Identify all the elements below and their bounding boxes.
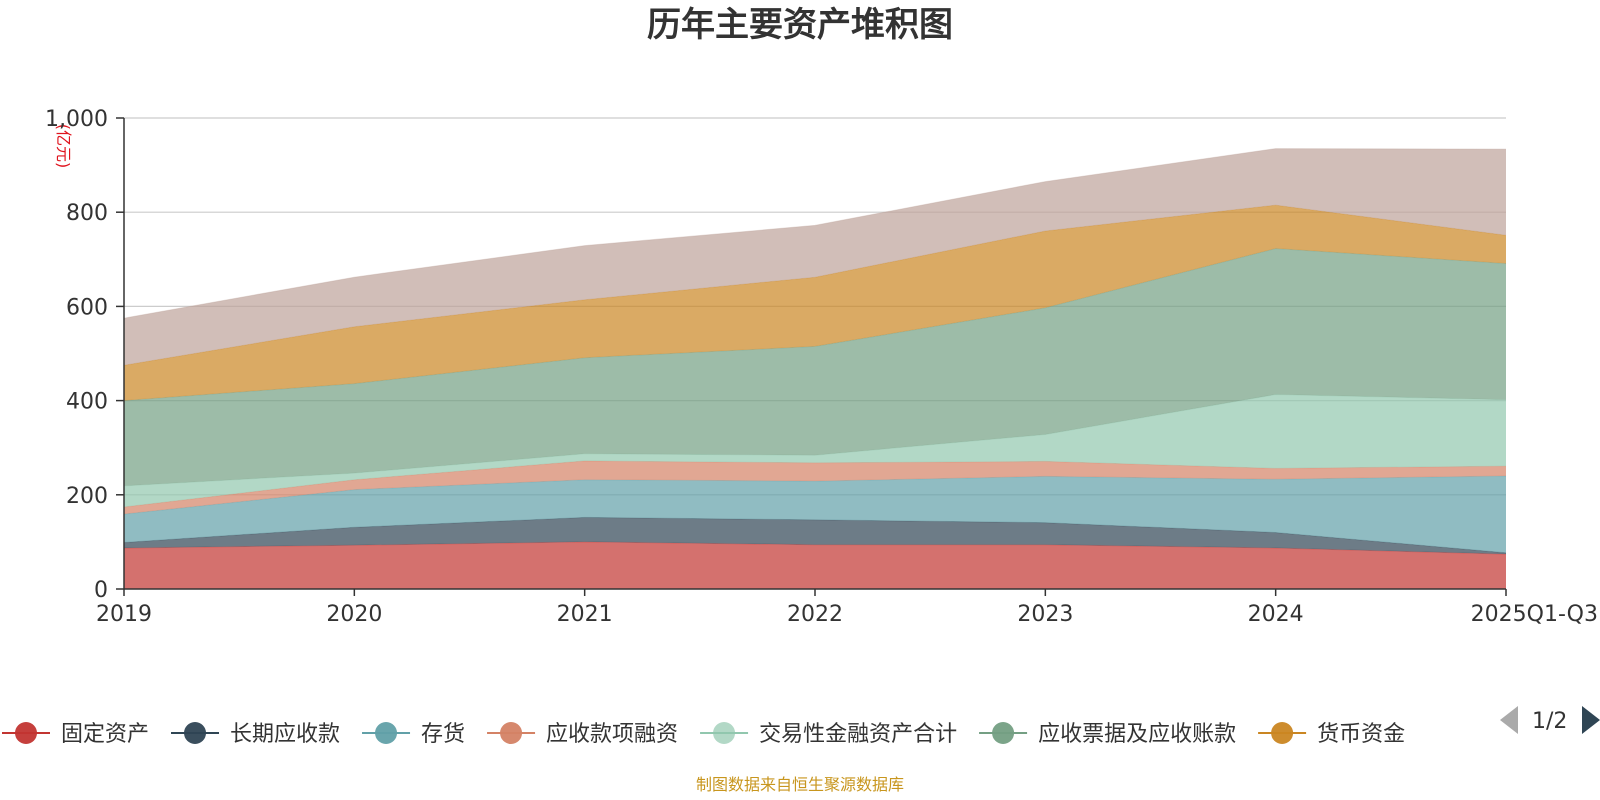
x-tick-label: 2024	[1248, 602, 1304, 627]
area-series-0	[124, 541, 1506, 589]
legend-label: 应收票据及应收账款	[1038, 722, 1236, 747]
x-tick-label: 2022	[787, 602, 843, 627]
legend-item-6[interactable]: 货币资金	[1258, 722, 1405, 747]
area-series-1	[124, 517, 1506, 555]
x-tick-label: 2021	[557, 602, 613, 627]
x-tick-label: 2020	[326, 602, 382, 627]
y-tick-label: 1,000	[45, 107, 108, 132]
legend-label: 应收款项融资	[546, 722, 678, 747]
x-axis-ticks: 2019 2020 2021 2022 2023 2024 2025Q1-Q3	[96, 589, 1598, 627]
legend-label: 交易性金融资产合计	[759, 722, 957, 747]
data-source-note: 制图数据来自恒生聚源数据库	[696, 775, 904, 794]
x-tick-label: 2025Q1-Q3	[1471, 602, 1598, 627]
y-tick-label: 400	[66, 390, 108, 415]
legend-label: 存货	[421, 722, 465, 747]
legend-marker	[184, 722, 207, 744]
legend-marker	[713, 722, 736, 744]
legend-marker	[992, 722, 1015, 744]
y-tick-label: 0	[94, 578, 108, 603]
legend[interactable]: 固定资产 长期应收款 存货 应收款项融资 交易性金融资产合计 应收票据及应收账款 货币资金	[2, 722, 1405, 747]
area-series-2	[124, 476, 1506, 553]
legend-prev-page-icon[interactable]	[1500, 706, 1518, 734]
legend-item-4[interactable]: 交易性金融资产合计	[700, 722, 957, 747]
area-series-edge-7	[123, 148, 1507, 319]
y-tick-label: 200	[66, 484, 108, 509]
y-axis-unit-label: (亿元)	[54, 124, 73, 169]
y-tick-label: 600	[66, 295, 108, 320]
legend-item-1[interactable]: 长期应收款	[171, 722, 340, 747]
legend-pager[interactable]: 1/2	[1500, 706, 1600, 734]
legend-label: 货币资金	[1317, 722, 1405, 747]
y-axis-ticks: 0 200 400 600 800 1,000	[45, 107, 124, 603]
area-series-6	[124, 205, 1506, 401]
chart-title: 历年主要资产堆积图	[647, 5, 953, 45]
legend-marker	[375, 722, 398, 744]
legend-label: 长期应收款	[230, 722, 340, 747]
area-series-5	[124, 248, 1506, 486]
legend-marker	[500, 722, 523, 744]
area-series-7	[124, 148, 1506, 366]
legend-next-page-icon[interactable]	[1582, 706, 1600, 734]
legend-marker	[1271, 722, 1294, 744]
area-series-3	[124, 460, 1506, 515]
legend-item-2[interactable]: 存货	[362, 722, 465, 747]
legend-marker	[15, 722, 37, 744]
area-series-group	[123, 148, 1507, 589]
area-series-4	[124, 394, 1506, 507]
legend-item-5[interactable]: 应收票据及应收账款	[979, 722, 1236, 747]
legend-item-0[interactable]: 固定资产	[2, 722, 149, 747]
legend-item-3[interactable]: 应收款项融资	[487, 722, 678, 747]
x-tick-label: 2023	[1017, 602, 1073, 627]
x-tick-label: 2019	[96, 602, 152, 627]
legend-label: 固定资产	[61, 722, 149, 747]
y-tick-label: 800	[66, 201, 108, 226]
legend-page-indicator: 1/2	[1532, 709, 1567, 734]
